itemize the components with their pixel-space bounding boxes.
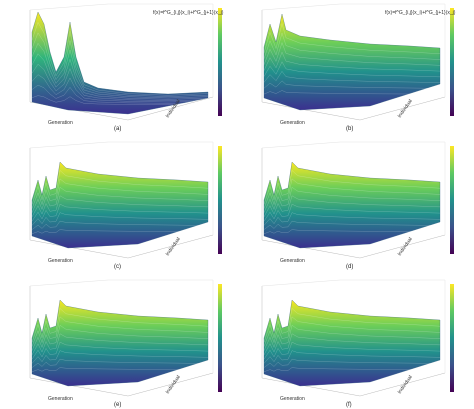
y-axis-label: Individual — [165, 374, 182, 395]
mesh-line — [31, 212, 209, 226]
axis-back — [261, 141, 446, 235]
colorbar — [450, 146, 454, 254]
mesh-line — [31, 32, 209, 97]
mesh-line — [31, 308, 209, 343]
panel: Generation Individual (f) — [261, 279, 454, 408]
panel-label: (d) — [346, 264, 353, 270]
panel-label: (f) — [346, 402, 352, 408]
mesh-line — [31, 325, 209, 351]
mesh-line — [263, 22, 441, 54]
mesh-line — [31, 178, 209, 209]
axis-back — [29, 3, 214, 97]
mesh-line — [263, 308, 441, 343]
mesh-line — [31, 367, 209, 372]
mesh-line — [31, 229, 209, 234]
colorbar — [218, 146, 222, 254]
mesh-line — [31, 316, 209, 347]
panel-label: (c) — [114, 264, 121, 270]
y-axis-label: Individual — [397, 374, 414, 395]
mesh-line — [263, 350, 441, 364]
mesh-line — [263, 358, 441, 368]
mesh-line — [31, 203, 209, 222]
mesh-line — [263, 316, 441, 347]
panel: Generation Individual (c) — [29, 141, 222, 270]
surface — [263, 299, 441, 387]
panel: Generation Individual (e) — [29, 279, 222, 408]
mesh-line — [263, 90, 441, 95]
mesh-line — [31, 350, 209, 364]
colorbar — [218, 284, 222, 392]
axis-frame — [261, 10, 446, 121]
y-axis-label: Individual — [397, 236, 414, 257]
mesh-line — [263, 341, 441, 360]
mesh-line — [263, 367, 441, 372]
mesh-line — [263, 80, 441, 89]
mesh-line — [31, 187, 209, 213]
mesh-line — [263, 203, 441, 222]
axis-frame — [29, 148, 214, 259]
panel: f(x)=f^G_{i,j}(x_i)+f^G_{j+1}(x_j) Genera… — [29, 3, 224, 132]
mesh-line — [263, 51, 441, 72]
mesh-line — [31, 42, 209, 99]
axis-back — [29, 279, 214, 373]
axis-frame — [261, 286, 446, 397]
mesh-line — [31, 195, 209, 217]
mesh-line — [263, 70, 441, 83]
y-axis-label: Individual — [165, 236, 182, 257]
mesh-line — [263, 195, 441, 217]
axis-back — [29, 141, 214, 235]
surface — [31, 11, 209, 115]
y-axis-label: Individual — [397, 98, 414, 119]
mesh-line — [31, 95, 209, 105]
colorbar — [450, 8, 454, 116]
formula: f(x)=f^G_{i,j}(x_i)+f^G_{j+1}(x_j) — [385, 10, 456, 16]
mesh-line — [31, 63, 209, 101]
mesh-line — [263, 229, 441, 234]
panel-label: (e) — [114, 402, 121, 408]
axis-frame — [261, 148, 446, 259]
panel-label: (b) — [346, 126, 353, 132]
axis-back — [261, 3, 446, 97]
colorbar — [218, 8, 222, 116]
x-axis-label: Generation — [48, 258, 73, 264]
x-axis-label: Generation — [48, 396, 73, 402]
mesh-line — [263, 170, 441, 205]
mesh-line — [31, 358, 209, 368]
panel: Generation Individual (d) — [261, 141, 454, 270]
formula: f(x)=f^G_{i,j}(x_i)+f^G_{j+1}(x_j) — [153, 10, 224, 16]
mesh-line — [31, 341, 209, 360]
mesh-line — [31, 220, 209, 230]
mesh-line — [263, 212, 441, 226]
panel: f(x)=f^G_{i,j}(x_i)+f^G_{j+1}(x_j) Genera… — [261, 3, 456, 132]
mesh-line — [31, 84, 209, 104]
surface — [31, 299, 209, 387]
mesh-line — [263, 220, 441, 230]
x-axis-label: Generation — [280, 120, 305, 126]
mesh-line — [263, 333, 441, 355]
mesh-line — [263, 187, 441, 213]
x-axis-label: Generation — [280, 396, 305, 402]
surface — [263, 161, 441, 249]
mesh-line — [31, 53, 209, 100]
x-axis-label: Generation — [280, 258, 305, 264]
mesh-line — [31, 333, 209, 355]
x-axis-label: Generation — [48, 120, 73, 126]
mesh-line — [31, 21, 209, 96]
axis-back — [261, 279, 446, 373]
mesh-line — [31, 170, 209, 205]
mesh-line — [263, 32, 441, 60]
mesh-line — [263, 61, 441, 78]
mesh-line — [263, 325, 441, 351]
axis-frame — [29, 10, 214, 121]
mesh-line — [31, 74, 209, 103]
surface — [31, 161, 209, 249]
mesh-line — [263, 42, 441, 66]
panel-label: (a) — [114, 126, 121, 132]
colorbar — [450, 284, 454, 392]
surface — [263, 13, 441, 111]
mesh-line — [263, 178, 441, 209]
axis-frame — [29, 286, 214, 397]
